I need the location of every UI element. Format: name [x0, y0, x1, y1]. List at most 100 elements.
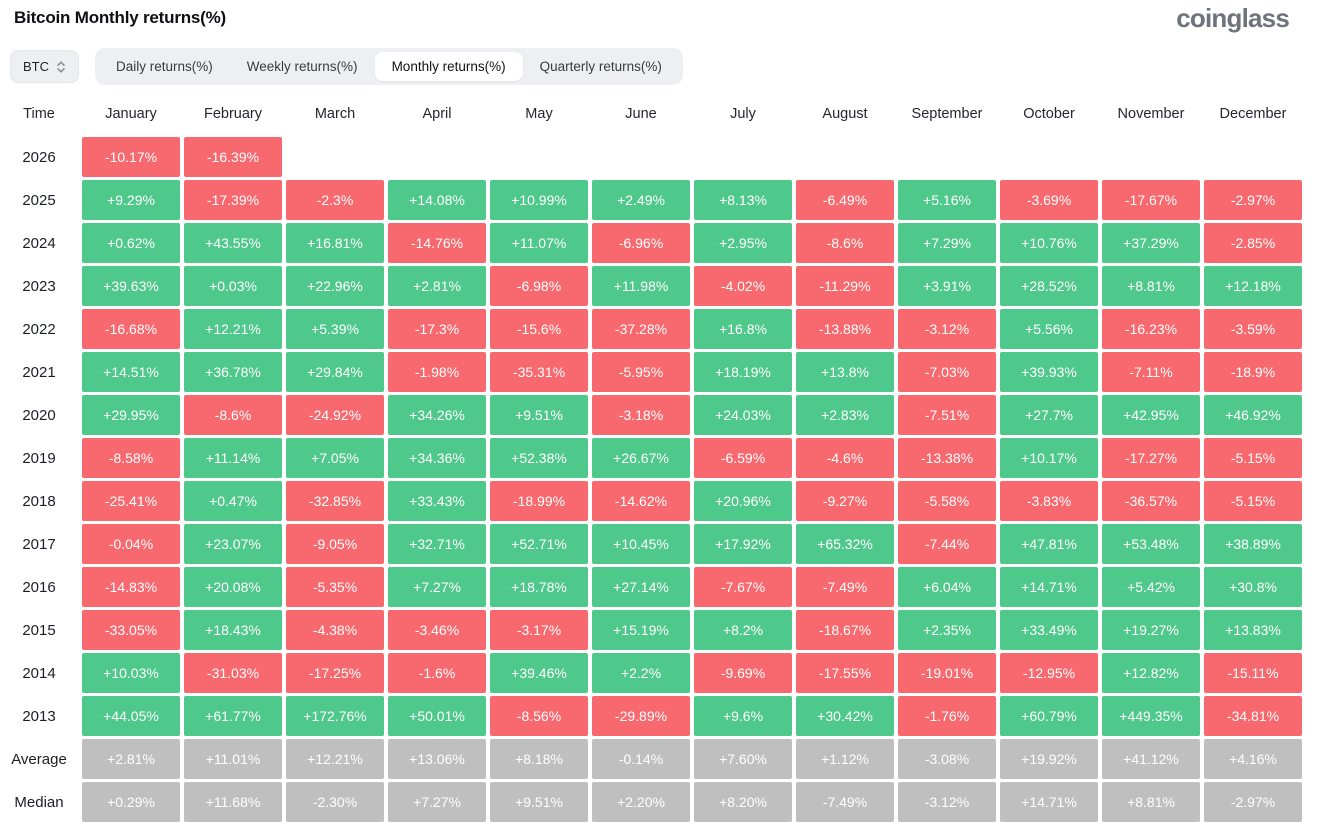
return-cell: +14.71% [1000, 782, 1098, 822]
return-cell: +14.51% [82, 352, 180, 392]
return-cell: +2.35% [898, 610, 996, 650]
return-cell: +53.48% [1102, 524, 1200, 564]
page-header: Bitcoin Monthly returns(%) coinglass [0, 0, 1327, 31]
return-cell: -16.68% [82, 309, 180, 349]
table-row: Average +2.81% +11.01% +12.21% +13.06% +8.18%… [0, 739, 1327, 779]
return-cell: +7.29% [898, 223, 996, 263]
row-label: 2018 [22, 492, 56, 510]
tab-monthly-returns[interactable]: Monthly returns(%) [374, 52, 523, 81]
return-cell: -16.39% [184, 137, 282, 177]
empty-cell [1102, 137, 1200, 177]
return-cell: +0.03% [184, 266, 282, 306]
return-cell: +7.27% [388, 567, 486, 607]
return-cell: -37.28% [592, 309, 690, 349]
return-cell: -9.27% [796, 481, 894, 521]
return-cell: -13.88% [796, 309, 894, 349]
return-cell: +16.8% [694, 309, 792, 349]
return-cell: +6.04% [898, 567, 996, 607]
return-cell: -17.25% [286, 653, 384, 693]
empty-cell [898, 137, 996, 177]
return-cell: -3.59% [1204, 309, 1302, 349]
empty-cell [694, 137, 792, 177]
return-cell: -4.38% [286, 610, 384, 650]
return-cell: +11.01% [184, 739, 282, 779]
tab-daily-returns[interactable]: Daily returns(%) [116, 59, 213, 74]
table-row: 2021 +14.51% +36.78% +29.84% -1.98% -35.31% -5… [0, 352, 1327, 392]
return-cell: +39.93% [1000, 352, 1098, 392]
return-cell: -14.83% [82, 567, 180, 607]
return-cell: +1.12% [796, 739, 894, 779]
return-cell: +4.16% [1204, 739, 1302, 779]
return-cell: +2.95% [694, 223, 792, 263]
return-cell: +12.21% [286, 739, 384, 779]
return-cell: -9.69% [694, 653, 792, 693]
return-cell: +8.2% [694, 610, 792, 650]
return-cell: +41.12% [1102, 739, 1200, 779]
return-cell: +32.71% [388, 524, 486, 564]
return-cell: +19.27% [1102, 610, 1200, 650]
row-label: 2025 [22, 191, 56, 209]
return-cell: +8.18% [490, 739, 588, 779]
row-label: 2021 [22, 363, 56, 381]
column-header-month: July [730, 106, 756, 122]
tab-weekly-returns[interactable]: Weekly returns(%) [246, 59, 358, 74]
return-cell: +29.84% [286, 352, 384, 392]
return-cell: -4.02% [694, 266, 792, 306]
return-cell: -13.38% [898, 438, 996, 478]
coin-selector-value: BTC [23, 59, 49, 74]
return-cell: +43.55% [184, 223, 282, 263]
coinglass-logo: coinglass [1176, 3, 1290, 33]
return-cell: +37.29% [1102, 223, 1200, 263]
return-cell: -3.08% [898, 739, 996, 779]
return-cell: +7.60% [694, 739, 792, 779]
coin-selector[interactable]: BTC [10, 50, 79, 83]
return-cell: -2.30% [286, 782, 384, 822]
return-cell: +18.19% [694, 352, 792, 392]
row-label: Median [14, 793, 64, 811]
return-cell: +16.81% [286, 223, 384, 263]
return-cell: +34.26% [388, 395, 486, 435]
table-row: 2018 -25.41% +0.47% -32.85% +33.43% -18.99% -1… [0, 481, 1327, 521]
return-cell: +18.78% [490, 567, 588, 607]
return-cell: +9.51% [490, 782, 588, 822]
column-header-month: June [625, 106, 657, 122]
return-cell: +27.14% [592, 567, 690, 607]
return-cell: +449.35% [1102, 696, 1200, 736]
return-cell: -17.3% [388, 309, 486, 349]
return-cell: -3.12% [898, 309, 996, 349]
return-cell: -7.03% [898, 352, 996, 392]
return-cell: +8.81% [1102, 266, 1200, 306]
return-cell: +60.79% [1000, 696, 1098, 736]
return-cell: -18.99% [490, 481, 588, 521]
return-cell: +12.18% [1204, 266, 1302, 306]
return-cell: -33.05% [82, 610, 180, 650]
return-cell: +8.13% [694, 180, 792, 220]
column-header-month: March [314, 106, 356, 122]
return-cell: +9.6% [694, 696, 792, 736]
return-cell: -4.6% [796, 438, 894, 478]
column-header-month: December [1219, 106, 1287, 122]
table-row: Median +0.29% +11.68% -2.30% +7.27% +9.51% +2.… [0, 782, 1327, 822]
column-header-month: September [911, 106, 983, 122]
return-cell: +0.62% [82, 223, 180, 263]
return-cell: +27.7% [1000, 395, 1098, 435]
table-row: 2025 +9.29% -17.39% -2.3% +14.08% +10.99% +2.4… [0, 180, 1327, 220]
row-label: 2016 [22, 578, 56, 596]
row-label: 2014 [22, 664, 56, 682]
table-row: 2024 +0.62% +43.55% +16.81% -14.76% +11.07% -6… [0, 223, 1327, 263]
return-cell: +5.56% [1000, 309, 1098, 349]
empty-cell [1000, 137, 1098, 177]
tab-quarterly-returns[interactable]: Quarterly returns(%) [539, 59, 662, 74]
table-row: 2023 +39.63% +0.03% +22.96% +2.81% -6.98% +11.… [0, 266, 1327, 306]
return-cell: +30.42% [796, 696, 894, 736]
return-cell: -6.96% [592, 223, 690, 263]
return-cell: +46.92% [1204, 395, 1302, 435]
return-cell: +12.82% [1102, 653, 1200, 693]
return-cell: -8.58% [82, 438, 180, 478]
return-cell: +2.49% [592, 180, 690, 220]
return-cell: -24.92% [286, 395, 384, 435]
empty-cell [796, 137, 894, 177]
return-cell: -7.51% [898, 395, 996, 435]
return-cell: -7.44% [898, 524, 996, 564]
table-row: 2019 -8.58% +11.14% +7.05% +34.36% +52.38% +26… [0, 438, 1327, 478]
